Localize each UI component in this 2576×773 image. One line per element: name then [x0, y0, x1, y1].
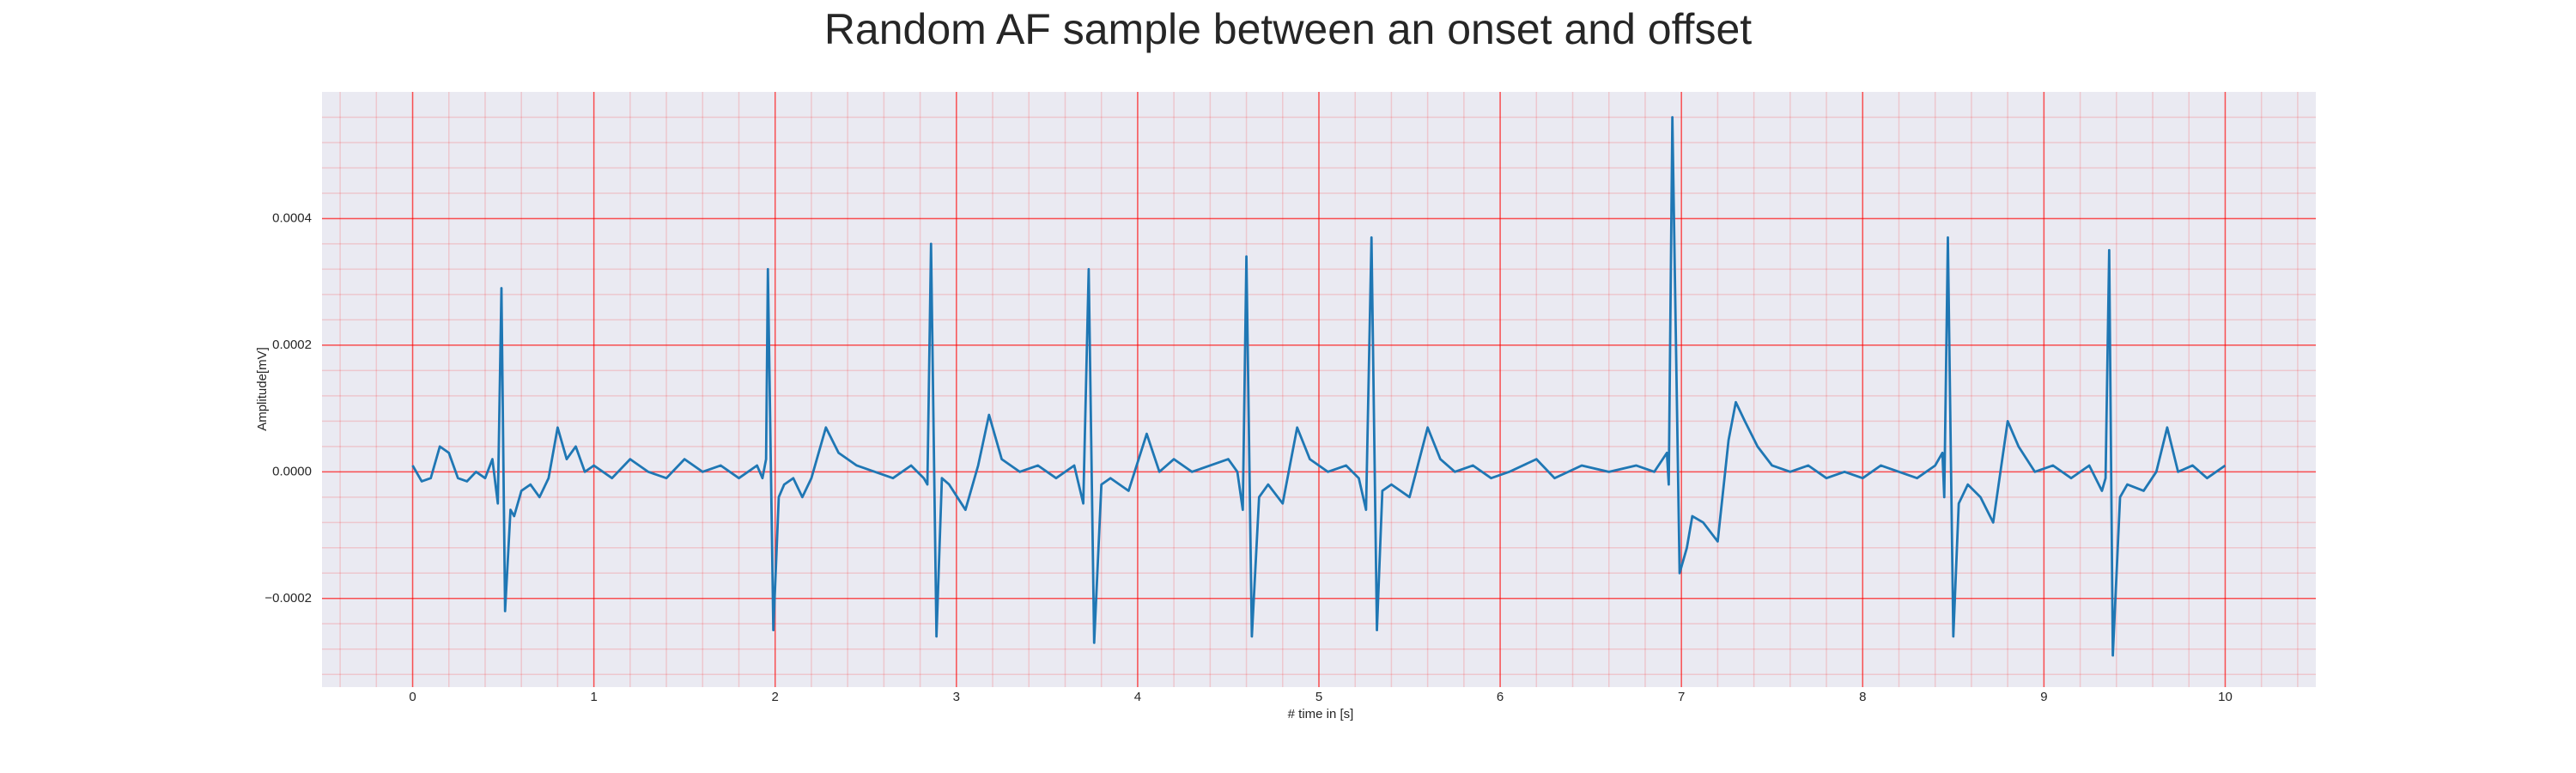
x-tick-label: 6 — [1497, 690, 1504, 704]
chart-title: Random AF sample between an onset and of… — [824, 5, 1752, 53]
x-tick-label: 4 — [1134, 690, 1141, 704]
y-tick-label: 0.0004 — [272, 210, 312, 225]
x-axis-label: # time in [s] — [1288, 707, 1354, 721]
y-tick-label: 0.0000 — [272, 464, 312, 478]
x-tick-label: 7 — [1678, 690, 1685, 704]
x-tick-label: 1 — [590, 690, 597, 704]
x-tick-label: 10 — [2218, 690, 2233, 704]
signal-line — [411, 116, 2227, 657]
y-axis-label: Amplitude[mV] — [255, 347, 270, 431]
x-tick-label: 2 — [772, 690, 779, 704]
x-tick-label: 8 — [1859, 690, 1866, 704]
x-tick-label: 3 — [953, 690, 960, 704]
y-tick-label: −0.0002 — [264, 591, 312, 606]
y-tick-label: 0.0002 — [272, 338, 312, 352]
x-tick-label: 0 — [409, 690, 416, 704]
x-tick-label: 9 — [2040, 690, 2047, 704]
x-tick-label: 5 — [1315, 690, 1322, 704]
